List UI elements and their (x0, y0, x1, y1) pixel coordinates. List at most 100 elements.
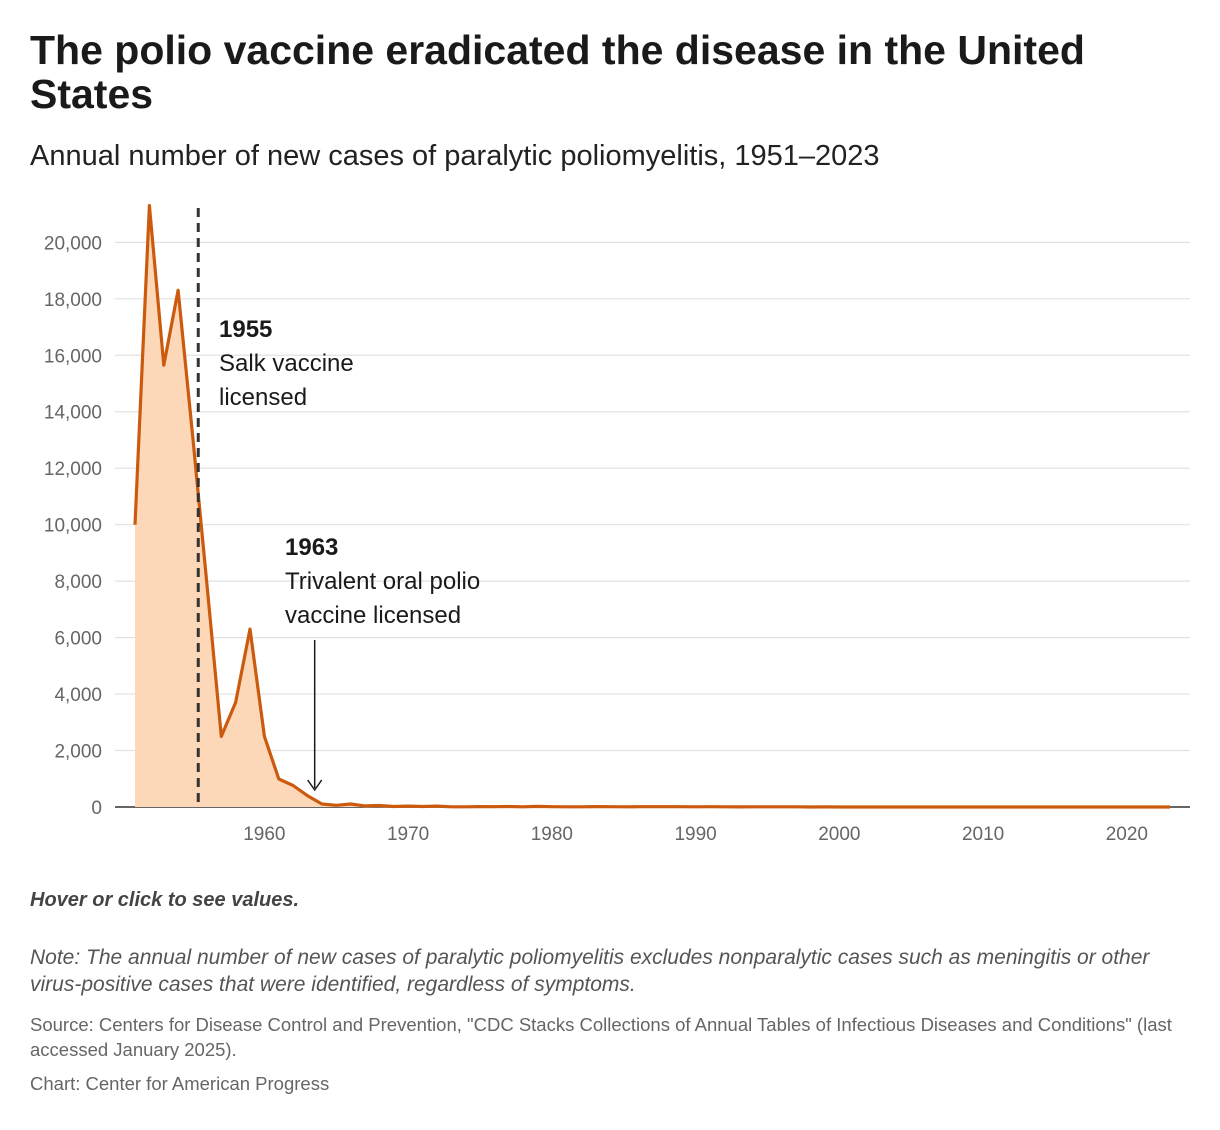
data-point-1988[interactable]: 1988: 9 (664, 804, 670, 810)
data-point-1998[interactable]: 1998: 1 (808, 804, 814, 810)
data-point-2008[interactable]: 2008: 0 (951, 804, 957, 810)
data-point-1961[interactable]: 1961: 990 (276, 776, 282, 782)
data-point-2006[interactable]: 2006: 0 (923, 804, 929, 810)
data-point-2004[interactable]: 2004: 0 (894, 804, 900, 810)
data-point-2015[interactable]: 2015: 0 (1052, 804, 1058, 810)
x-tick-label-1990: 1990 (674, 824, 716, 845)
data-point-2012[interactable]: 2012: 0 (1009, 804, 1015, 810)
y-tick-label-12000: 12,000 (44, 459, 102, 480)
annotation-1963-year: 1963 (285, 534, 338, 561)
data-point-1987[interactable]: 1987: 9 (650, 804, 656, 810)
annotation-1963-line-2: vaccine licensed (285, 602, 461, 629)
data-point-2000[interactable]: 2000: 0 (836, 804, 842, 810)
data-point-1963[interactable]: 1963: 400 (305, 793, 311, 799)
y-tick-label-0: 0 (91, 798, 102, 819)
data-point-1997[interactable]: 1997: 6 (793, 804, 799, 810)
x-axis-labels: 1960 1970 1980 1990 2000 2010 2020 (243, 824, 1148, 845)
data-point-1972[interactable]: 1972: 31 (434, 803, 440, 809)
data-point-2007[interactable]: 2007: 0 (937, 804, 943, 810)
data-point-1979[interactable]: 1979: 22 (535, 803, 541, 809)
data-point-1973[interactable]: 1973: 7 (448, 804, 454, 810)
data-point-2009[interactable]: 2009: 0 (966, 804, 972, 810)
data-point-1965[interactable]: 1965: 61 (333, 802, 339, 808)
chart-credit: Chart: Center for American Progress (30, 1073, 330, 1094)
data-point-2013[interactable]: 2013: 0 (1023, 804, 1029, 810)
data-point-1954[interactable]: 1954: 18,300 (175, 287, 181, 293)
data-point-1970[interactable]: 1970: 31 (405, 803, 411, 809)
data-point-1953[interactable]: 1953: 15,650 (161, 362, 167, 368)
annotation-1955-year: 1955 (219, 316, 272, 343)
data-point-1975[interactable]: 1975: 13 (477, 804, 483, 810)
data-point-1990[interactable]: 1990: 6 (693, 804, 699, 810)
data-point-1981[interactable]: 1981: 6 (563, 804, 569, 810)
data-point-1969[interactable]: 1969: 18 (391, 803, 397, 809)
data-point-2014[interactable]: 2014: 0 (1038, 804, 1044, 810)
data-point-1976[interactable]: 1976: 10 (491, 804, 497, 810)
chart-subtitle: Annual number of new cases of paralytic … (30, 140, 880, 172)
series-area (135, 205, 1170, 808)
data-point-1986[interactable]: 1986: 10 (635, 804, 641, 810)
data-point-1959[interactable]: 1959: 6,300 (247, 626, 253, 632)
chart-title: The polio vaccine eradicated the disease… (30, 27, 1085, 117)
data-point-1980[interactable]: 1980: 9 (549, 804, 555, 810)
annotation-1963-line-1: Trivalent oral polio (285, 568, 480, 595)
data-point-2023[interactable]: 2023: 0 (1167, 804, 1173, 810)
data-point-1985[interactable]: 1985: 7 (621, 804, 627, 810)
data-point-1983[interactable]: 1983: 13 (592, 804, 598, 810)
data-point-1989[interactable]: 1989: 11 (678, 804, 684, 810)
data-point-1971[interactable]: 1971: 18 (420, 803, 426, 809)
data-point-1955[interactable]: 1955: 13,200 (190, 431, 196, 437)
y-tick-label-10000: 10,000 (44, 516, 102, 537)
data-point-1984[interactable]: 1984: 9 (606, 804, 612, 810)
data-point-2011[interactable]: 2011: 0 (995, 804, 1001, 810)
y-tick-label-6000: 6,000 (54, 629, 102, 650)
data-point-1978[interactable]: 1978: 8 (520, 804, 526, 810)
data-point-1968[interactable]: 1968: 53 (376, 803, 382, 809)
data-point-2005[interactable]: 2005: 1 (908, 804, 914, 810)
polio-cases-area-chart[interactable]: 1951: 10,000 1952: 21,300 1953: 15,650 1954… (0, 190, 1220, 870)
data-point-1991[interactable]: 1991: 10 (707, 804, 713, 810)
data-point-2022[interactable]: 2022: 1 (1153, 804, 1159, 810)
data-point-1952[interactable]: 1952: 21,300 (146, 203, 152, 209)
data-point-2017[interactable]: 2017: 0 (1081, 804, 1087, 810)
data-point-2018[interactable]: 2018: 0 (1095, 804, 1101, 810)
data-point-1960[interactable]: 1960: 2,500 (261, 733, 267, 739)
y-tick-label-18000: 18,000 (44, 290, 102, 311)
y-tick-label-2000: 2,000 (54, 742, 102, 763)
y-tick-label-20000: 20,000 (44, 233, 102, 254)
x-tick-label-2010: 2010 (962, 824, 1004, 845)
data-point-1992[interactable]: 1992: 6 (721, 804, 727, 810)
data-point-2001[interactable]: 2001: 0 (851, 804, 857, 810)
chart-source: Source: Centers for Disease Control and … (30, 1014, 1172, 1060)
data-point-1996[interactable]: 1996: 7 (779, 804, 785, 810)
data-point-2021[interactable]: 2021: 0 (1138, 804, 1144, 810)
x-tick-label-1960: 1960 (243, 824, 285, 845)
x-tick-label-2000: 2000 (818, 824, 860, 845)
data-point-1966[interactable]: 1966: 106 (348, 801, 354, 807)
data-point-1995[interactable]: 1995: 7 (765, 804, 771, 810)
data-point-1951[interactable]: 1951: 10,000 (132, 522, 138, 528)
data-point-1982[interactable]: 1982: 8 (578, 804, 584, 810)
data-point-2020[interactable]: 2020: 0 (1124, 804, 1130, 810)
data-point-1967[interactable]: 1967: 40 (362, 803, 368, 809)
data-point-2003[interactable]: 2003: 0 (880, 804, 886, 810)
data-point-1957[interactable]: 1957: 2,500 (218, 733, 224, 739)
data-point-1977[interactable]: 1977: 18 (506, 803, 512, 809)
y-tick-label-8000: 8,000 (54, 572, 102, 593)
data-point-1956[interactable]: 1956: 7,900 (204, 581, 210, 587)
x-tick-label-1970: 1970 (387, 824, 429, 845)
data-point-1958[interactable]: 1958: 3,700 (233, 700, 239, 706)
data-point-2002[interactable]: 2002: 0 (865, 804, 871, 810)
grid-lines (115, 241, 1190, 808)
data-point-1962[interactable]: 1962: 760 (290, 783, 296, 789)
data-point-1964[interactable]: 1964: 106 (319, 801, 325, 807)
data-point-1994[interactable]: 1994: 8 (750, 804, 756, 810)
data-point-1974[interactable]: 1974: 7 (463, 804, 469, 810)
data-point-2010[interactable]: 2010: 0 (980, 804, 986, 810)
annotations: 1955 Salk vaccine licensed 1963 Trivalent or… (196, 208, 480, 807)
data-point-2016[interactable]: 2016: 0 (1066, 804, 1072, 810)
data-point-1999[interactable]: 1999: 2 (822, 804, 828, 810)
annotation-1955-line-1: Salk vaccine (219, 350, 354, 377)
data-point-1993[interactable]: 1993: 3 (736, 804, 742, 810)
